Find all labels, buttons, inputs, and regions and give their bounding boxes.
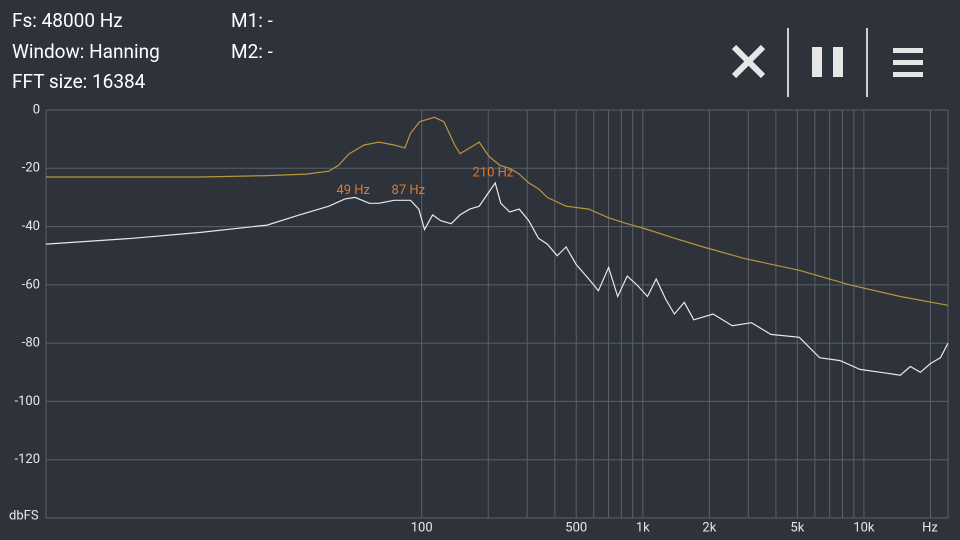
close-button[interactable] xyxy=(731,44,766,79)
y-tick-label: -120 xyxy=(14,452,40,467)
peak-annotation: 49 Hz xyxy=(336,183,370,198)
y-tick-label: -40 xyxy=(22,219,40,234)
peak-annotation: 210 Hz xyxy=(472,165,513,180)
marker-2: M2: - xyxy=(231,40,273,63)
x-tick-label: 5k xyxy=(790,520,804,535)
fft-size: FFT size: 16384 xyxy=(12,70,146,93)
peak-annotation: 87 Hz xyxy=(392,183,426,198)
y-tick-label: 0 xyxy=(33,102,40,117)
menu-icon xyxy=(893,72,923,77)
marker-1: M1: - xyxy=(231,9,273,32)
spectrum-line xyxy=(45,181,949,376)
menu-button[interactable] xyxy=(893,48,923,77)
pause-button[interactable] xyxy=(812,47,843,77)
close-icon xyxy=(731,44,766,79)
y-tick-label: -60 xyxy=(22,277,40,292)
sample-rate: Fs: 48000 Hz xyxy=(12,9,123,32)
pause-icon xyxy=(812,47,822,77)
pause-icon xyxy=(833,47,843,77)
x-axis-label: Hz xyxy=(922,520,938,535)
x-tick-label: 100 xyxy=(411,520,433,535)
x-tick-label: 500 xyxy=(565,520,587,535)
x-tick-label: 10k xyxy=(853,520,875,535)
menu-icon xyxy=(893,48,923,53)
y-tick-label: -20 xyxy=(22,161,40,176)
x-tick-label: 1k xyxy=(636,520,650,535)
window-type: Window: Hanning xyxy=(12,40,160,63)
x-tick-label: 2k xyxy=(702,520,716,535)
menu-icon xyxy=(893,60,923,65)
y-tick-label: -80 xyxy=(22,336,40,351)
y-axis-label: dbFS xyxy=(9,508,39,523)
spectrum-line xyxy=(46,116,949,306)
y-tick-label: -100 xyxy=(14,394,40,409)
